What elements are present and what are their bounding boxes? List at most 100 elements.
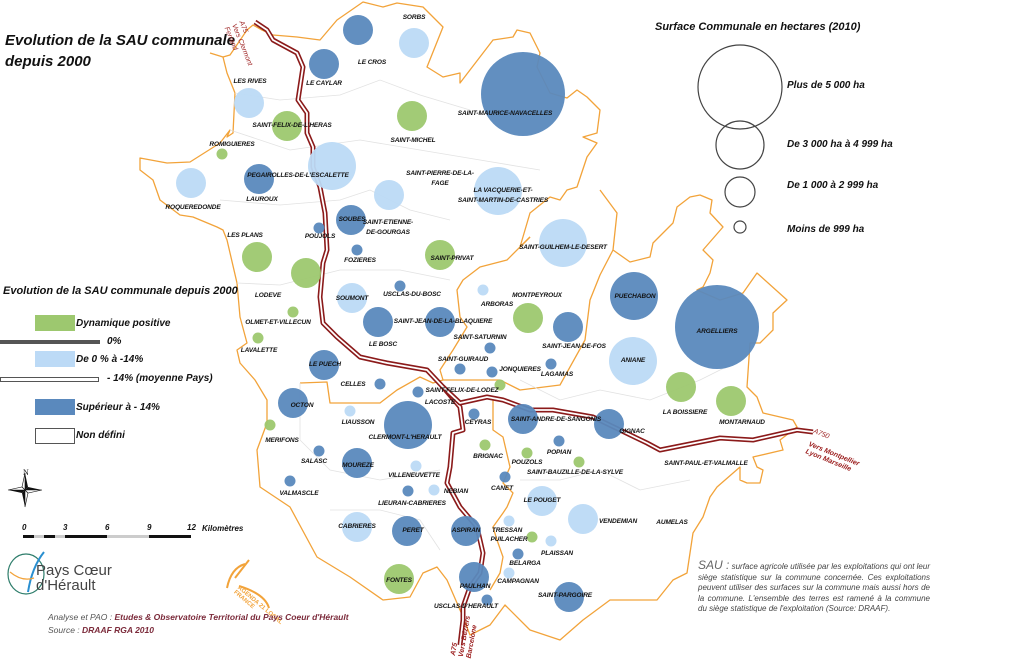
commune-circle[interactable] bbox=[402, 485, 414, 497]
commune-circle[interactable] bbox=[539, 219, 587, 267]
commune-circle[interactable] bbox=[342, 512, 372, 542]
commune-circle[interactable] bbox=[252, 332, 264, 344]
commune-circle[interactable] bbox=[242, 242, 272, 272]
commune-circle[interactable] bbox=[234, 88, 264, 118]
commune-label: LIAUSSON bbox=[341, 419, 375, 426]
commune-boundary bbox=[519, 359, 741, 401]
pays-coeur-herault-logo bbox=[7, 551, 45, 595]
commune-circle[interactable] bbox=[284, 475, 296, 487]
commune-circle[interactable] bbox=[468, 408, 480, 420]
commune-label: MONTPEYROUX bbox=[512, 292, 562, 299]
commune-circle[interactable] bbox=[216, 148, 228, 160]
commune-label: ANIANE bbox=[620, 357, 646, 364]
commune-circle[interactable] bbox=[573, 456, 585, 468]
commune-circle[interactable] bbox=[474, 167, 522, 215]
commune-circle[interactable] bbox=[394, 280, 406, 292]
commune-circle[interactable] bbox=[392, 516, 422, 546]
commune-boundary bbox=[229, 129, 541, 171]
commune-label: SOUBES bbox=[338, 216, 366, 223]
commune-circle[interactable] bbox=[278, 388, 308, 418]
commune-circle[interactable] bbox=[675, 285, 759, 369]
commune-circle[interactable] bbox=[454, 363, 466, 375]
commune-circle[interactable] bbox=[343, 15, 373, 45]
legend-label-undefined: Non défini bbox=[76, 430, 125, 441]
commune-circle[interactable] bbox=[494, 379, 506, 391]
commune-circle[interactable] bbox=[344, 405, 356, 417]
commune-circle[interactable] bbox=[484, 342, 496, 354]
commune-label: AUMELAS bbox=[656, 519, 688, 526]
commune-circle[interactable] bbox=[363, 307, 393, 337]
commune-label: SAINT-JEAN-DE-LA-BLAQUIERE bbox=[393, 318, 493, 325]
commune-circle[interactable] bbox=[479, 439, 491, 451]
commune-circle[interactable] bbox=[309, 49, 339, 79]
commune-circle[interactable] bbox=[481, 52, 565, 136]
commune-circle[interactable] bbox=[399, 28, 429, 58]
commune-circle[interactable] bbox=[412, 386, 424, 398]
commune-circle[interactable] bbox=[374, 180, 404, 210]
commune-circle[interactable] bbox=[503, 567, 515, 579]
commune-circle[interactable] bbox=[291, 258, 321, 288]
commune-label: PAULHAN bbox=[459, 583, 491, 590]
commune-circle[interactable] bbox=[459, 562, 489, 592]
commune-circle[interactable] bbox=[554, 582, 584, 612]
commune-circle[interactable] bbox=[512, 548, 524, 560]
commune-circle[interactable] bbox=[264, 419, 276, 431]
commune-circle[interactable] bbox=[716, 386, 746, 416]
commune-circle[interactable] bbox=[272, 111, 302, 141]
commune-circle[interactable] bbox=[313, 222, 325, 234]
commune-circle[interactable] bbox=[486, 366, 498, 378]
commune-circle[interactable] bbox=[287, 306, 299, 318]
commune-label: SAINT-SATURNIN bbox=[453, 334, 507, 341]
commune-circle[interactable] bbox=[610, 272, 658, 320]
commune-circle[interactable] bbox=[337, 283, 367, 313]
commune-circle[interactable] bbox=[336, 205, 366, 235]
commune-circle[interactable] bbox=[594, 409, 624, 439]
commune-circle[interactable] bbox=[568, 504, 598, 534]
commune-label: LES RIVES bbox=[233, 78, 267, 85]
commune-circle[interactable] bbox=[374, 378, 386, 390]
commune-circle[interactable] bbox=[176, 168, 206, 198]
commune-circle[interactable] bbox=[481, 594, 493, 606]
commune-circle[interactable] bbox=[545, 358, 557, 370]
commune-label: ROQUEREDONDE bbox=[165, 204, 221, 211]
commune-circle[interactable] bbox=[351, 244, 363, 256]
commune-label: SAINT-GUIRAUD bbox=[437, 356, 489, 363]
commune-circle[interactable] bbox=[503, 515, 515, 527]
commune-circle[interactable] bbox=[309, 350, 339, 380]
legend-label-positive: Dynamique positive bbox=[76, 318, 171, 329]
commune-label: LE BOSC bbox=[368, 341, 398, 348]
commune-circle[interactable] bbox=[508, 404, 538, 434]
commune-circle[interactable] bbox=[410, 460, 422, 472]
commune-circle[interactable] bbox=[513, 303, 543, 333]
scale-tick: 6 bbox=[105, 523, 110, 532]
commune-circle[interactable] bbox=[451, 516, 481, 546]
commune-circle[interactable] bbox=[553, 312, 583, 342]
commune-circle[interactable] bbox=[397, 101, 427, 131]
commune-circle[interactable] bbox=[666, 372, 696, 402]
commune-circle[interactable] bbox=[428, 484, 440, 496]
map-title: Evolution de la SAU communale depuis 200… bbox=[5, 32, 236, 70]
commune-circle[interactable] bbox=[313, 445, 325, 457]
commune-circle[interactable] bbox=[425, 240, 455, 270]
commune-label: OLMET-ET-VILLECUN bbox=[245, 319, 311, 326]
commune-circle[interactable] bbox=[244, 164, 274, 194]
size-legend-circle-tiny bbox=[733, 220, 747, 234]
commune-circle[interactable] bbox=[527, 486, 557, 516]
commune-circle[interactable] bbox=[545, 535, 557, 547]
commune-circle[interactable] bbox=[384, 564, 414, 594]
commune-circle[interactable] bbox=[308, 142, 356, 190]
commune-circle[interactable] bbox=[521, 447, 533, 459]
commune-label: POUJOLS bbox=[304, 233, 336, 240]
commune-circle[interactable] bbox=[477, 284, 489, 296]
commune-circle[interactable] bbox=[384, 401, 432, 449]
commune-label: PUILACHER bbox=[490, 536, 528, 543]
commune-circle[interactable] bbox=[499, 471, 511, 483]
commune-circle[interactable] bbox=[553, 435, 565, 447]
road-a75-center bbox=[254, 21, 484, 646]
scale-bar bbox=[23, 535, 191, 538]
legend-label-light-decline: De 0 % à -14% bbox=[76, 354, 144, 365]
commune-circle[interactable] bbox=[425, 307, 455, 337]
commune-circle[interactable] bbox=[342, 448, 372, 478]
commune-circle[interactable] bbox=[526, 531, 538, 543]
commune-circle[interactable] bbox=[609, 337, 657, 385]
